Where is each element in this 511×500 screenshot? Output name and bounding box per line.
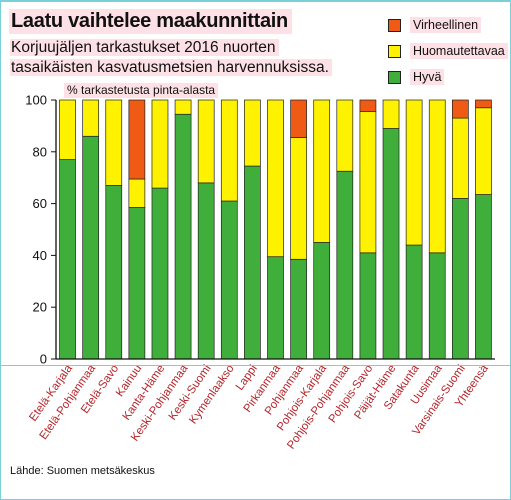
bar-yhteensä-virheellinen (475, 99, 492, 109)
bar-satakunta-hyva (405, 244, 423, 360)
legend-item-virheellinen: Virheellinen (388, 12, 508, 38)
y-tick-label-20: 20 (33, 300, 47, 315)
bar-keski-suomi-huomautettavaa (197, 99, 215, 184)
bar-keski-pohjanmaa-hyva (174, 113, 192, 360)
bar-kainuu-hyva (128, 207, 146, 360)
legend-swatch-hyva (388, 70, 401, 84)
bar-pohjois-karjala-huomautettavaa (313, 99, 331, 243)
bar-yhteensä-huomautettavaa (475, 107, 492, 195)
bar-kymenlaakso-hyva (220, 200, 238, 360)
bar-kainuu-virheellinen (128, 99, 146, 180)
bar-pohjanmaa-huomautettavaa (290, 137, 307, 260)
y-tick-label-0: 0 (40, 352, 47, 367)
bar-keski-suomi-hyva (197, 182, 215, 360)
bar-etelä-savo-hyva (105, 185, 123, 360)
subtitle-line-1: Korjuujäljen tarkastukset 2016 nuorten (10, 39, 279, 56)
bar-lappi-hyva (244, 165, 261, 360)
bar-etelä-pohjanmaa-hyva (82, 135, 100, 360)
source-credit: Lähde: Suomen metsäkeskus (10, 465, 155, 477)
bar-varsinais-suomi-hyva (451, 198, 469, 360)
frame-left-border (0, 0, 1, 500)
legend-swatch-huomautettavaa (388, 44, 401, 58)
bar-pohjois-pohjanmaa-huomautettavaa (336, 99, 354, 172)
bar-lappi-huomautettavaa (244, 99, 261, 167)
bar-pohjanmaa-virheellinen (290, 99, 307, 138)
chart-subtitle: Korjuujäljen tarkastukset 2016 nuorten t… (10, 38, 340, 78)
y-tick-label-80: 80 (33, 144, 47, 159)
bar-pirkanmaa-hyva (267, 256, 284, 360)
bar-varsinais-suomi-virheellinen (451, 99, 469, 119)
subtitle-line-2: tasaikäisten kasvatusmetsien harvennuksi… (10, 59, 332, 76)
bar-kymenlaakso-huomautettavaa (220, 99, 238, 202)
bar-kanta-häme-hyva (151, 187, 169, 360)
legend-label-hyva: Hyvä (410, 69, 445, 85)
bar-etelä-karjala-hyva (59, 159, 76, 360)
bar-kanta-häme-huomautettavaa (151, 99, 169, 189)
bar-uusimaa-huomautettavaa (428, 99, 446, 254)
legend-swatch-virheellinen (388, 18, 401, 32)
legend-item-huomautettavaa: Huomautettavaa (388, 38, 508, 64)
bar-uusimaa-hyva (428, 252, 446, 360)
bar-kainuu-huomautettavaa (128, 178, 146, 208)
bar-pohjois-savo-virheellinen (359, 99, 377, 113)
legend-label-virheellinen: Virheellinen (410, 17, 482, 33)
y-axis-label: % tarkastetusta pinta-alasta (64, 83, 219, 98)
bar-etelä-savo-huomautettavaa (105, 99, 123, 186)
bar-päijät-häme-hyva (382, 128, 400, 360)
bar-pohjois-karjala-hyva (313, 242, 331, 360)
bar-varsinais-suomi-huomautettavaa (451, 117, 469, 199)
bar-keski-pohjanmaa-huomautettavaa (174, 99, 192, 115)
legend-label-huomautettavaa: Huomautettavaa (410, 43, 508, 59)
bar-pohjois-savo-huomautettavaa (359, 111, 377, 254)
bar-pirkanmaa-huomautettavaa (267, 99, 284, 258)
frame-top-border (0, 0, 511, 2)
y-tick-label-40: 40 (33, 248, 47, 263)
bar-etelä-pohjanmaa-huomautettavaa (82, 99, 100, 137)
legend-item-hyva: Hyvä (388, 64, 508, 90)
chart-legend: Virheellinen Huomautettavaa Hyvä (388, 12, 508, 90)
bar-yhteensä-hyva (475, 194, 492, 360)
bar-pohjois-pohjanmaa-hyva (336, 170, 354, 360)
bar-päijät-häme-huomautettavaa (382, 99, 400, 129)
y-tick-label-60: 60 (33, 196, 47, 211)
bar-satakunta-huomautettavaa (405, 99, 423, 246)
chart-title: Laatu vaihtelee maakunnittain (9, 9, 292, 34)
guide-line (0, 365, 511, 366)
bar-etelä-karjala-huomautettavaa (59, 99, 76, 160)
bar-pohjois-savo-hyva (359, 252, 377, 360)
bar-pohjanmaa-hyva (290, 258, 307, 360)
y-tick-label-100: 100 (25, 93, 47, 108)
